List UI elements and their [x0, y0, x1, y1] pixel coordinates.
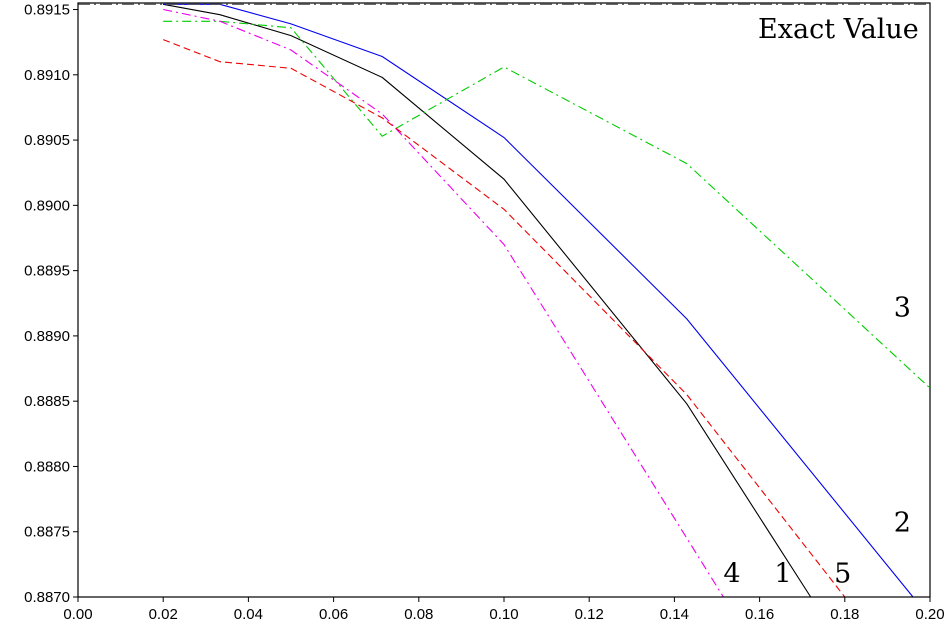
x-tick-label: 0.02 [149, 606, 178, 623]
axes-layer [77, 2, 931, 598]
series-label-3: 3 [894, 292, 911, 323]
series-line-1 [163, 3, 812, 598]
y-tick-label: 0.8885 [24, 393, 70, 410]
y-tick-label: 0.8880 [24, 458, 70, 475]
plot-area: 0.00 0.02 0.04 0.06 0.08 0.10 0.12 0.14 0.16 0.18… [24, 2, 944, 623]
series-line-2 [163, 3, 914, 598]
series-line-5 [163, 39, 846, 598]
x-tick-label: 0.12 [575, 606, 604, 623]
series-line-4 [163, 8, 724, 598]
y-tick-label: 0.8905 [24, 132, 70, 149]
x-tick-label: 0.10 [489, 606, 518, 623]
y-tick-label: 0.8890 [24, 328, 70, 345]
y-tick-label: 0.8915 [24, 2, 70, 19]
x-tick-label: 0.08 [404, 606, 433, 623]
x-tick-label: 0.18 [830, 606, 859, 623]
y-tick-label: 0.8895 [24, 263, 70, 280]
x-tick-label: 0.06 [319, 606, 348, 623]
series-label-4: 4 [723, 559, 740, 590]
x-tick-label: 0.20 [915, 606, 944, 623]
x-tick-label: 0.16 [745, 606, 774, 623]
series-label-5: 5 [834, 559, 851, 590]
ticks-layer: 0.00 0.02 0.04 0.06 0.08 0.10 0.12 0.14 0.16 0.18… [24, 2, 944, 623]
y-tick-label: 0.8875 [24, 524, 70, 541]
y-tick-label: 0.8870 [24, 589, 70, 606]
annotations-layer: Exact Value 3 2 4 1 5 [723, 14, 918, 589]
series-label-2: 2 [894, 508, 911, 539]
y-tick-label: 0.8900 [24, 197, 70, 214]
series-line-3 [163, 20, 931, 389]
y-tick-label: 0.8910 [24, 67, 70, 84]
series-label-1: 1 [774, 559, 791, 590]
plot-frame [77, 2, 931, 598]
x-tick-label: 0.14 [660, 606, 689, 623]
series-layer [163, 3, 931, 598]
x-tick-label: 0.00 [63, 606, 92, 623]
exact-value-label: Exact Value [758, 14, 919, 45]
x-tick-label: 0.04 [234, 606, 263, 623]
